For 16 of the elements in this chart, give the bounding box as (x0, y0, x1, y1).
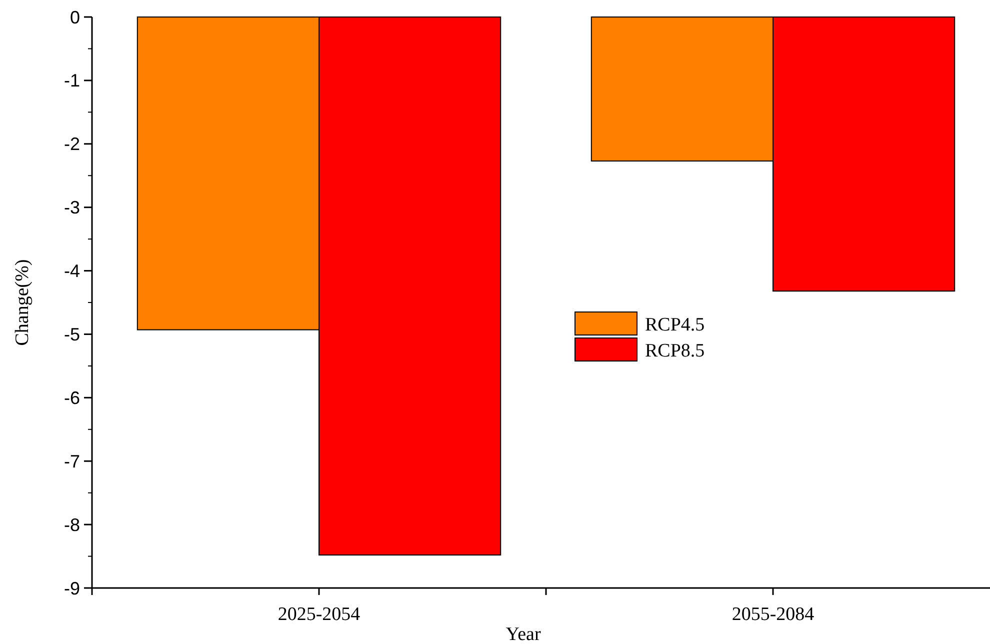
y-tick-label: -2 (64, 134, 80, 154)
y-tick-label: 0 (70, 7, 80, 28)
x-tick-label: 2055-2084 (732, 604, 815, 625)
y-tick-label: -5 (64, 324, 80, 345)
y-tick-label: -1 (64, 70, 80, 91)
y-tick-label: -7 (64, 451, 80, 472)
y-tick-label: -4 (64, 261, 80, 282)
x-tick-label: 2025-2054 (278, 604, 361, 625)
y-axis-title: Change(%) (12, 259, 33, 346)
y-tick-label: -6 (64, 388, 80, 408)
legend-label: RCP8.5 (645, 340, 705, 362)
y-tick-label: -3 (64, 198, 80, 218)
y-tick-label: -9 (64, 578, 80, 598)
y-tick-label: -8 (64, 514, 80, 535)
x-axis-title: Year (506, 624, 542, 644)
legend-label: RCP4.5 (645, 314, 705, 336)
